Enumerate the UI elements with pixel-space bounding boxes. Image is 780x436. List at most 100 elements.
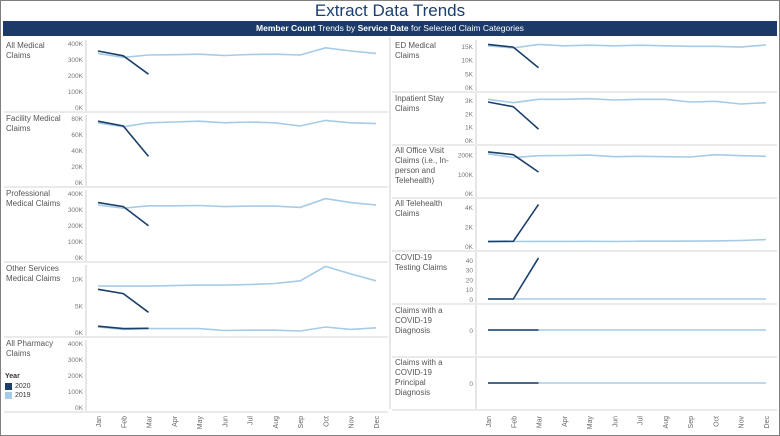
y-tick-label-9-1: 10 (466, 287, 474, 294)
panel-label-telehealth: All Telehealth Claims (395, 199, 443, 218)
series-2019-line-6 (487, 97, 767, 105)
panel-label-covid-principal: Claims with a COVID-19 Principal Diagnos… (395, 358, 443, 397)
x-tick-label-left-oct: Oct (323, 416, 330, 427)
series-2020-line-7 (487, 151, 539, 173)
x-tick-label-left-jul: Jul (248, 416, 255, 425)
x-tick-label-right-aug: Aug (663, 416, 670, 429)
series-2020-line-6 (487, 101, 540, 130)
x-tick-label-left-dec: Dec (374, 416, 381, 429)
x-tick-label-left-mar: Mar (147, 415, 154, 428)
x-tick-label-left-sep: Sep (298, 416, 305, 429)
banner-text-1: Trends by (315, 23, 358, 33)
series-2020-line-1 (97, 120, 150, 157)
series-2019-line-7 (487, 153, 767, 159)
y-tick-label-10-0: 0 (469, 328, 473, 335)
panel-label-all-medical: All Medical Claims (6, 41, 45, 60)
legend-item-2019[interactable]: 2019 (5, 391, 31, 400)
legend-label-2020: 2020 (15, 383, 31, 390)
x-tick-label-left-jan: Jan (96, 416, 103, 427)
y-tick-label-3-0: 0K (75, 330, 84, 337)
panel-label-other-services: Other Services Medical Claims (6, 264, 61, 283)
panel-label-covid-diagnosis: Claims with a COVID-19 Diagnosis (395, 306, 443, 335)
y-tick-label-5-1: 5K (465, 71, 474, 78)
panel-label-pharmacy: All Pharmacy Claims (6, 339, 54, 358)
series-2020-line-4 (97, 325, 149, 330)
y-tick-label-5-0: 0K (465, 85, 474, 92)
legend-swatch-2019 (5, 392, 12, 399)
y-tick-label-2-1: 100K (68, 239, 84, 246)
x-tick-label-right-dec: Dec (764, 416, 771, 429)
series-2020-line-5 (487, 43, 540, 69)
y-tick-label-0-4: 400K (68, 41, 84, 48)
y-tick-label-4-4: 400K (68, 341, 84, 348)
x-tick-label-right-jul: Jul (638, 416, 645, 425)
panel-label-facility-medical: Facility Medical Claims (6, 114, 61, 133)
y-tick-label-6-0: 0K (465, 138, 474, 145)
y-tick-label-0-2: 200K (68, 73, 84, 80)
y-tick-label-2-0: 0K (75, 255, 84, 262)
series-2020-line-8 (487, 203, 540, 243)
banner-text-2: for Selected Claim Categories (408, 23, 524, 33)
x-tick-label-right-oct: Oct (713, 416, 720, 427)
y-tick-label-4-0: 0K (75, 405, 84, 412)
series-2019-line-0 (97, 46, 377, 59)
y-tick-label-5-3: 15K (461, 44, 473, 51)
y-tick-label-7-1: 100K (458, 172, 474, 179)
x-tick-label-right-jan: Jan (486, 416, 493, 427)
series-2020-line-9 (488, 257, 540, 300)
series-2019-line-3 (98, 265, 377, 287)
y-tick-label-2-2: 200K (68, 223, 84, 230)
x-tick-label-left-jun: Jun (222, 416, 229, 427)
y-tick-label-6-3: 3K (465, 98, 474, 105)
y-tick-label-0-0: 0K (75, 105, 84, 112)
y-tick-label-8-2: 4K (465, 205, 474, 212)
series-2019-line-2 (97, 197, 377, 210)
chart-banner: Member Count Trends by Service Date for … (3, 21, 777, 36)
y-tick-label-9-2: 20 (466, 277, 474, 284)
x-tick-label-right-feb: Feb (511, 416, 518, 428)
x-tick-label-right-may: May (587, 416, 594, 430)
y-tick-label-11-0: 0 (469, 381, 473, 388)
y-tick-label-7-2: 200K (458, 153, 474, 160)
series-2019-line-1 (97, 119, 377, 128)
y-tick-label-2-4: 400K (68, 191, 84, 198)
legend: Year 2020 2019 (5, 373, 31, 400)
y-tick-label-8-0: 0K (465, 244, 474, 251)
legend-item-2020[interactable]: 2020 (5, 382, 31, 391)
y-tick-label-9-4: 40 (466, 258, 474, 265)
y-tick-label-4-1: 100K (68, 389, 84, 396)
x-tick-label-left-apr: Apr (172, 415, 179, 427)
series-2020-line-0 (97, 50, 149, 75)
series-2020-line-2 (97, 201, 149, 227)
y-tick-label-5-2: 10K (461, 58, 473, 65)
y-tick-label-1-0: 0K (75, 180, 84, 187)
y-tick-label-6-1: 1K (465, 125, 474, 132)
y-tick-label-4-3: 300K (68, 357, 84, 364)
x-tick-label-right-sep: Sep (688, 416, 695, 429)
banner-bold-1: Member Count (256, 23, 316, 33)
legend-title: Year (5, 373, 20, 380)
x-tick-label-left-feb: Feb (121, 416, 128, 428)
y-tick-label-9-3: 30 (466, 268, 474, 275)
x-tick-label-left-nov: Nov (349, 416, 356, 429)
y-tick-label-4-2: 200K (68, 373, 84, 380)
y-tick-label-7-0: 0K (465, 191, 474, 198)
y-tick-label-1-1: 20K (71, 164, 83, 171)
series-2020-line-3 (97, 288, 149, 313)
banner-bold-2: Service Date (357, 23, 409, 33)
y-tick-label-1-3: 60K (71, 132, 83, 139)
panel-label-covid-testing: COVID-19 Testing Claims (395, 253, 448, 272)
series-2019-line-5 (487, 43, 767, 49)
x-tick-label-left-aug: Aug (273, 416, 280, 429)
y-tick-label-3-1: 5K (75, 303, 84, 310)
page-title: Extract Data Trends (314, 1, 466, 20)
panel-label-office-visit: All Office Visit Claims (i.e., In-person… (395, 146, 449, 185)
y-tick-label-1-4: 80K (71, 116, 83, 123)
y-tick-label-8-1: 2K (465, 224, 474, 231)
series-2019-line-8 (487, 238, 767, 243)
y-tick-label-9-0: 0 (469, 297, 473, 304)
x-tick-label-right-jun: Jun (612, 416, 619, 427)
y-tick-label-2-3: 300K (68, 207, 84, 214)
